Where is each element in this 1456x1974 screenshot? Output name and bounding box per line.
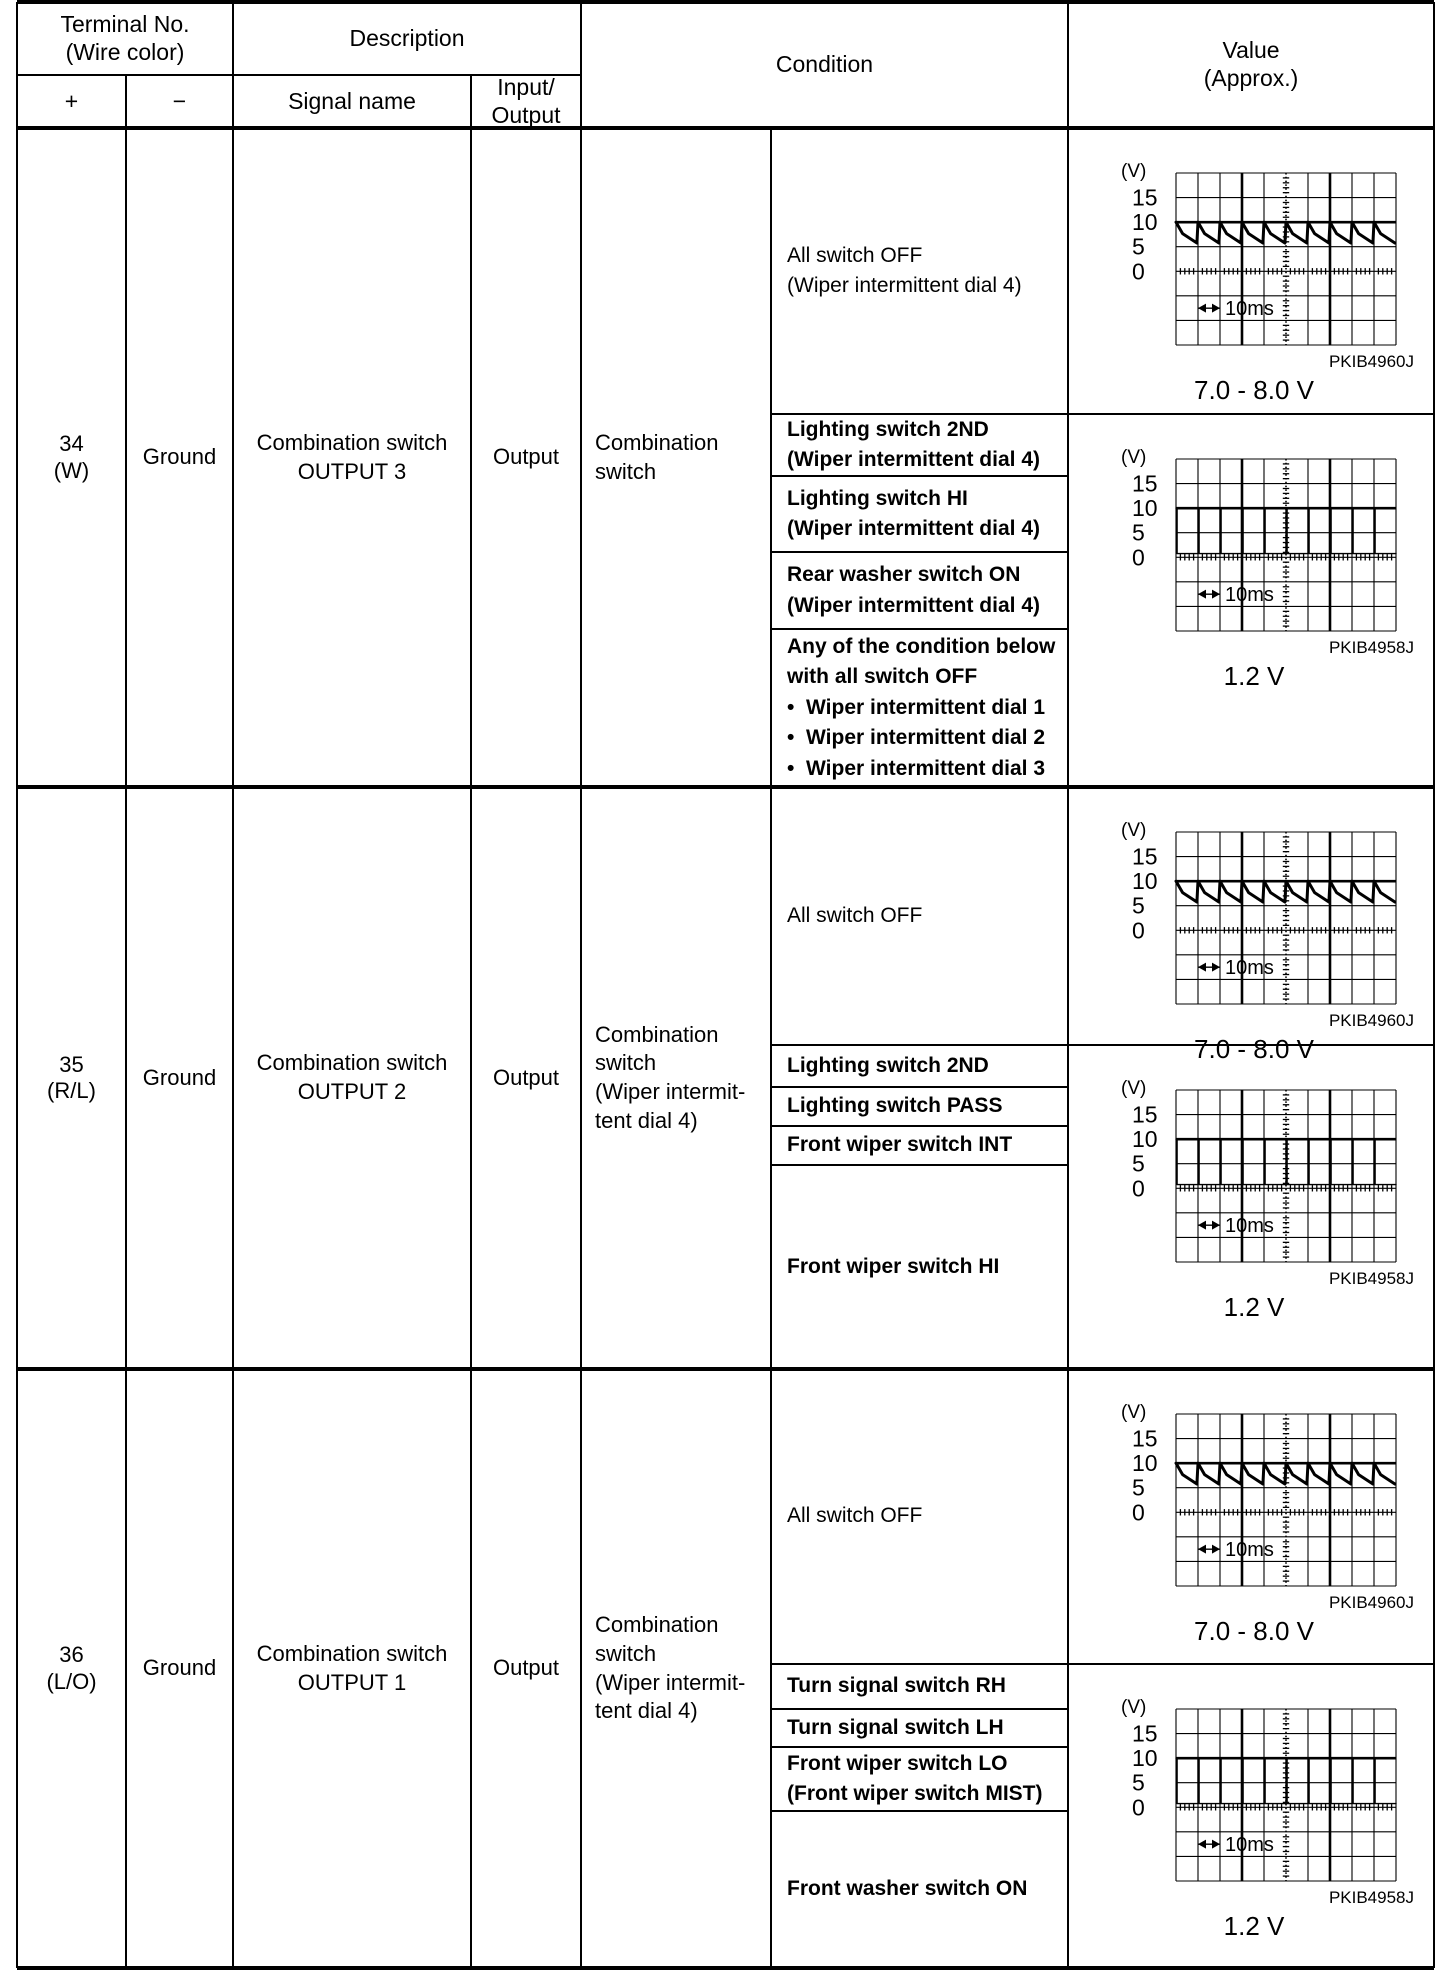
svg-text:0: 0 bbox=[1132, 1794, 1145, 1820]
svg-text:(V): (V) bbox=[1121, 820, 1146, 841]
svg-text:10: 10 bbox=[1132, 1126, 1158, 1152]
svg-text:(V): (V) bbox=[1121, 1402, 1146, 1423]
svg-text:10: 10 bbox=[1132, 1450, 1158, 1476]
svg-text:10ms: 10ms bbox=[1225, 584, 1274, 606]
svg-text:0: 0 bbox=[1132, 917, 1145, 943]
svg-text:10ms: 10ms bbox=[1225, 1834, 1274, 1856]
svg-text:5: 5 bbox=[1132, 893, 1145, 919]
svg-text:10ms: 10ms bbox=[1225, 1539, 1274, 1561]
svg-text:5: 5 bbox=[1132, 234, 1145, 260]
svg-text:15: 15 bbox=[1132, 1102, 1158, 1128]
svg-text:5: 5 bbox=[1132, 520, 1145, 546]
svg-text:10: 10 bbox=[1132, 1745, 1158, 1771]
svg-text:15: 15 bbox=[1132, 471, 1158, 497]
svg-text:(V): (V) bbox=[1121, 1078, 1146, 1099]
svg-text:15: 15 bbox=[1132, 185, 1158, 211]
svg-text:10: 10 bbox=[1132, 868, 1158, 894]
svg-text:5: 5 bbox=[1132, 1151, 1145, 1177]
svg-text:0: 0 bbox=[1132, 1175, 1145, 1201]
svg-text:15: 15 bbox=[1132, 1721, 1158, 1747]
svg-text:5: 5 bbox=[1132, 1770, 1145, 1796]
svg-text:15: 15 bbox=[1132, 844, 1158, 870]
svg-text:10: 10 bbox=[1132, 209, 1158, 235]
svg-text:15: 15 bbox=[1132, 1426, 1158, 1452]
svg-text:5: 5 bbox=[1132, 1475, 1145, 1501]
svg-text:10ms: 10ms bbox=[1225, 957, 1274, 979]
svg-text:10ms: 10ms bbox=[1225, 1215, 1274, 1237]
svg-text:(V): (V) bbox=[1121, 447, 1146, 468]
svg-text:(V): (V) bbox=[1121, 161, 1146, 182]
svg-text:(V): (V) bbox=[1121, 1697, 1146, 1718]
svg-text:0: 0 bbox=[1132, 258, 1145, 284]
svg-text:0: 0 bbox=[1132, 544, 1145, 570]
svg-text:10: 10 bbox=[1132, 495, 1158, 521]
svg-text:10ms: 10ms bbox=[1225, 298, 1274, 320]
svg-text:0: 0 bbox=[1132, 1499, 1145, 1525]
